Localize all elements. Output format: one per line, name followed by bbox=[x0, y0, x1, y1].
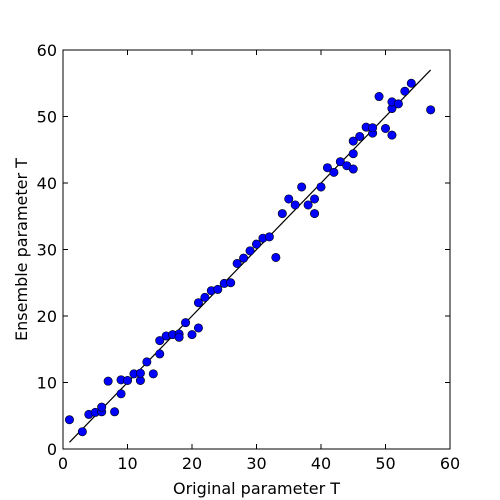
data-point bbox=[355, 131, 365, 141]
y-tick-label: 0 bbox=[47, 440, 57, 459]
x-tick-label: 10 bbox=[117, 454, 137, 473]
data-point bbox=[232, 258, 242, 268]
data-point bbox=[200, 292, 210, 302]
data-point bbox=[264, 232, 274, 242]
data-point bbox=[135, 368, 145, 378]
data-point bbox=[123, 376, 133, 386]
x-tick-label: 60 bbox=[440, 454, 460, 473]
y-axis-label: Ensemble parameter T bbox=[12, 158, 31, 341]
data-point bbox=[284, 194, 294, 204]
data-point bbox=[310, 194, 320, 204]
data-point bbox=[380, 123, 390, 133]
data-point bbox=[348, 164, 358, 174]
y-tick-label: 40 bbox=[37, 174, 57, 193]
data-point bbox=[103, 376, 113, 386]
data-point bbox=[213, 284, 223, 294]
y-tick-label: 10 bbox=[37, 374, 57, 393]
data-point bbox=[297, 182, 307, 192]
data-point bbox=[393, 99, 403, 109]
x-tick-label: 0 bbox=[58, 454, 68, 473]
y-tick-label: 30 bbox=[37, 241, 57, 260]
data-point bbox=[310, 209, 320, 219]
data-point bbox=[110, 407, 120, 417]
data-point bbox=[239, 253, 249, 263]
data-point bbox=[252, 239, 262, 249]
data-point bbox=[155, 336, 165, 346]
data-point bbox=[406, 78, 416, 88]
data-point bbox=[368, 123, 378, 133]
data-point bbox=[155, 349, 165, 359]
data-point bbox=[387, 130, 397, 140]
data-point bbox=[290, 200, 300, 210]
data-point bbox=[193, 323, 203, 333]
data-point bbox=[348, 149, 358, 159]
x-axis-label: Original parameter T bbox=[173, 479, 340, 498]
data-point bbox=[348, 136, 358, 146]
data-point bbox=[187, 330, 197, 340]
data-point bbox=[77, 427, 87, 437]
x-tick-label: 50 bbox=[375, 454, 395, 473]
data-point bbox=[335, 157, 345, 167]
data-point bbox=[116, 389, 126, 399]
data-point bbox=[329, 167, 339, 177]
data-point bbox=[316, 182, 326, 192]
data-point bbox=[426, 105, 436, 115]
ticks-layer: 0 10 20 30 40 50 60 0 10 20 30 40 50 60 bbox=[37, 41, 461, 473]
data-point bbox=[142, 357, 152, 367]
data-point bbox=[245, 246, 255, 256]
data-point bbox=[181, 318, 191, 328]
y-tick-label: 50 bbox=[37, 108, 57, 127]
data-point bbox=[374, 92, 384, 102]
data-point bbox=[97, 402, 107, 412]
data-point bbox=[277, 209, 287, 219]
points-layer bbox=[64, 78, 436, 437]
data-point bbox=[64, 415, 74, 425]
data-point bbox=[148, 369, 158, 379]
x-tick-label: 20 bbox=[182, 454, 202, 473]
data-point bbox=[271, 252, 281, 262]
data-point bbox=[303, 200, 313, 210]
y-tick-label: 20 bbox=[37, 307, 57, 326]
y-tick-label: 60 bbox=[37, 41, 57, 60]
data-point bbox=[322, 163, 332, 173]
data-point bbox=[226, 278, 236, 288]
x-tick-label: 40 bbox=[311, 454, 331, 473]
data-point bbox=[174, 332, 184, 342]
data-point bbox=[193, 298, 203, 308]
x-tick-label: 30 bbox=[246, 454, 266, 473]
data-point bbox=[400, 86, 410, 96]
